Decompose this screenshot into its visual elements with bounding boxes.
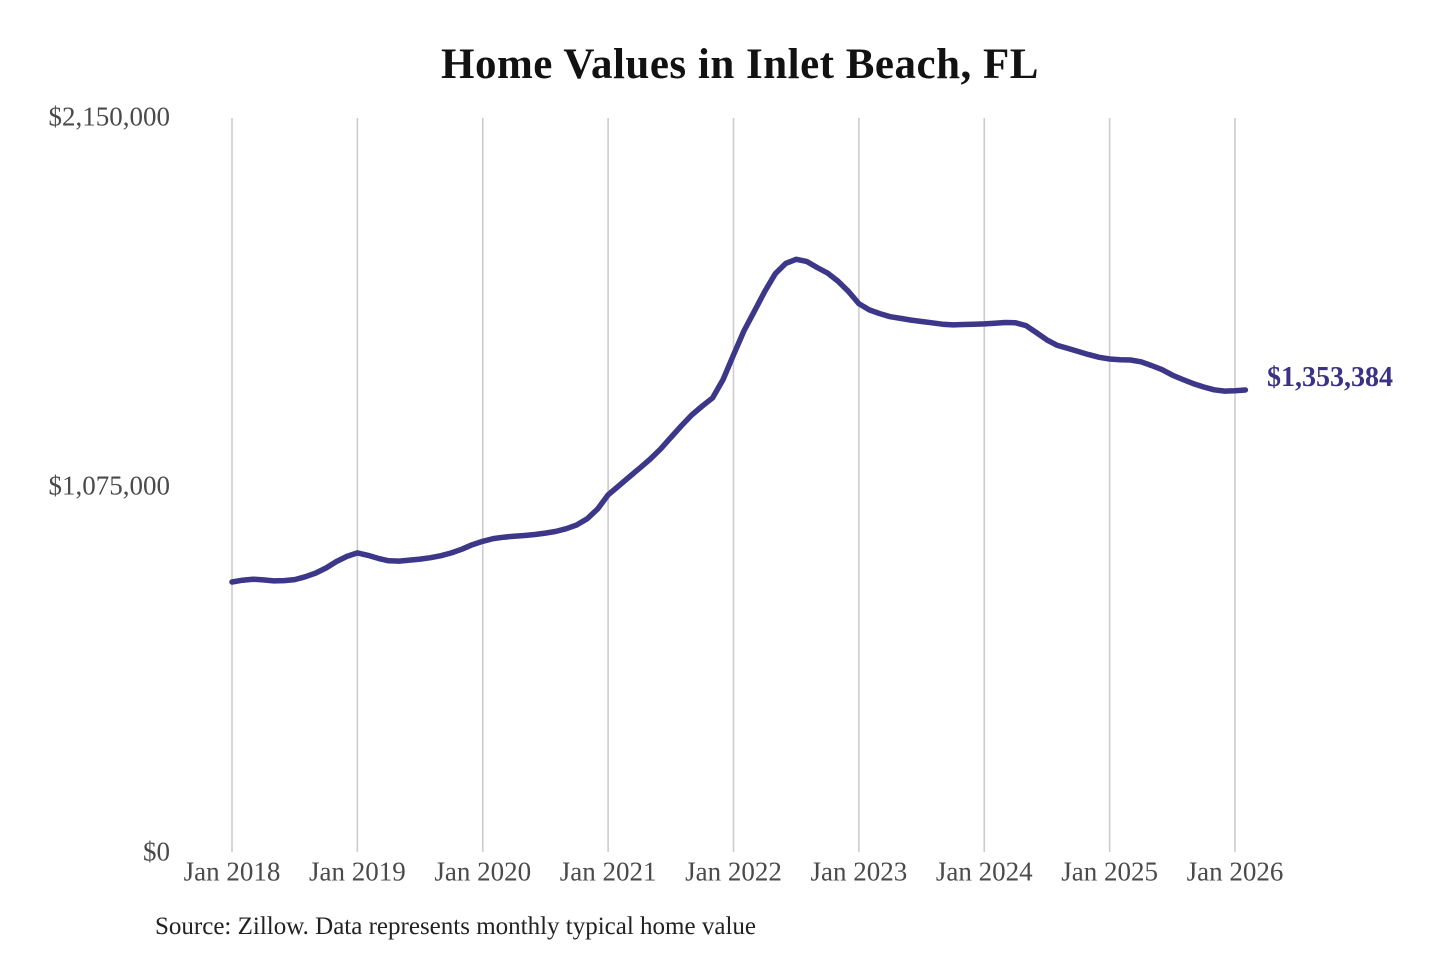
x-axis-tick-label: Jan 2026	[1186, 856, 1284, 887]
x-axis-tick-label: Jan 2022	[685, 856, 782, 887]
x-axis-tick-label: Jan 2023	[810, 856, 908, 887]
x-axis-tick-label: Jan 2018	[183, 856, 281, 887]
source-note: Source: Zillow. Data represents monthly …	[155, 913, 756, 940]
x-axis-tick-label: Jan 2024	[935, 856, 1033, 887]
latest-value-label: $1,353,384	[1267, 362, 1393, 393]
x-axis-tick-label: Jan 2025	[1061, 856, 1158, 887]
x-axis-tick-label: Jan 2019	[309, 856, 406, 887]
x-axis-tick-label: Jan 2021	[559, 856, 657, 887]
y-axis-tick-label-zero: $0	[143, 836, 170, 867]
y-axis-tick-label-top: $2,150,000	[48, 101, 171, 132]
x-axis-tick-label: Jan 2020	[434, 856, 532, 887]
home-value-line	[229, 256, 1249, 585]
y-axis-tick-label-middle: $1,075,000	[48, 470, 171, 501]
chart-title: Home Values in Inlet Beach, FL	[441, 41, 1039, 88]
